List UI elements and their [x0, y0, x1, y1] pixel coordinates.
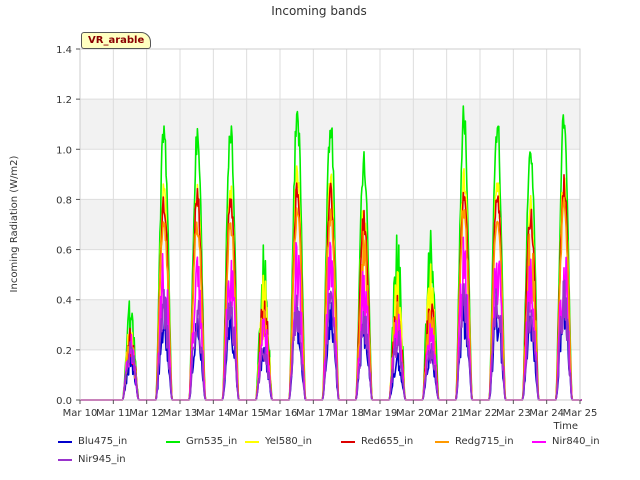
- plot-frame: [79, 48, 581, 401]
- series-line-Grn535_in: [79, 105, 582, 401]
- y-ticks: 0.0 0.2 0.4 0.6 0.8 1.0 1.2 1.4: [56, 45, 80, 407]
- x-tick-label: Mar 22: [463, 408, 498, 419]
- legend-item: Grn535_in: [166, 436, 237, 447]
- legend-swatch: [532, 440, 546, 443]
- y-tick-label: 0.2: [56, 346, 72, 357]
- series-line-Blu475_in: [79, 289, 582, 401]
- series-line-Red655_in: [79, 174, 582, 401]
- legend-swatch: [58, 458, 72, 461]
- x-tick-label: Mar 20: [396, 408, 431, 419]
- series-line-Nir945_in: [79, 279, 582, 401]
- x-tick-label: Mar 16: [263, 408, 298, 419]
- legend-label: Nir840_in: [552, 436, 600, 447]
- legend-swatch: [341, 440, 355, 443]
- legend-item: Yel580_in: [245, 436, 312, 447]
- site-label: VR_arable: [81, 32, 152, 49]
- y-tick-label: 1.0: [56, 145, 72, 156]
- legend-label: Red655_in: [361, 436, 414, 447]
- legend-item: Red655_in: [341, 436, 413, 447]
- chart-title: Incoming bands: [271, 4, 367, 18]
- legend-label: Grn535_in: [186, 436, 238, 447]
- legend-swatch: [245, 440, 259, 443]
- x-tick-label: Mar 11: [96, 408, 131, 419]
- legend-item: Nir840_in: [532, 436, 600, 447]
- series-line-Nir840_in: [79, 236, 582, 401]
- x-tick-label: Mar 25: [563, 408, 598, 419]
- x-axis-title: Time: [553, 421, 578, 432]
- legend-item: Blu475_in: [58, 436, 127, 447]
- x-tick-label: Mar 18: [329, 408, 364, 419]
- legend-swatch: [435, 440, 449, 443]
- x-tick-label: Mar 10: [63, 408, 98, 419]
- legend-label: Blu475_in: [78, 436, 128, 447]
- legend-item: Redg715_in: [435, 436, 514, 447]
- series-lines: [79, 105, 582, 401]
- y-tick-label: 0.4: [56, 296, 72, 307]
- legend-label: Nir945_in: [78, 454, 126, 465]
- legend-item: Nir945_in: [58, 454, 126, 465]
- x-tick-label: Mar 23: [496, 408, 531, 419]
- legend-swatch: [58, 440, 72, 443]
- x-tick-label: Mar 21: [429, 408, 464, 419]
- x-tick-label: Mar 13: [163, 408, 198, 419]
- x-tick-label: Mar 19: [363, 408, 398, 419]
- x-tick-label: Mar 24: [529, 408, 564, 419]
- y-tick-label: 0.0: [56, 396, 72, 407]
- y-tick-label: 1.4: [56, 45, 72, 56]
- x-tick-label: Mar 14: [196, 408, 231, 419]
- x-tick-label: Mar 15: [229, 408, 264, 419]
- legend-label: Redg715_in: [455, 436, 514, 447]
- y-tick-label: 0.6: [56, 246, 72, 257]
- series-line-Redg715_in: [79, 196, 582, 401]
- x-tick-label: Mar 12: [129, 408, 164, 419]
- y-axis-title: Incoming Radiation (W/m2): [9, 155, 20, 292]
- legend-swatch: [166, 440, 180, 443]
- y-tick-label: 0.8: [56, 195, 72, 206]
- legend-label: Yel580_in: [265, 436, 312, 447]
- y-tick-label: 1.2: [56, 95, 72, 106]
- x-tick-label: Mar 17: [296, 408, 331, 419]
